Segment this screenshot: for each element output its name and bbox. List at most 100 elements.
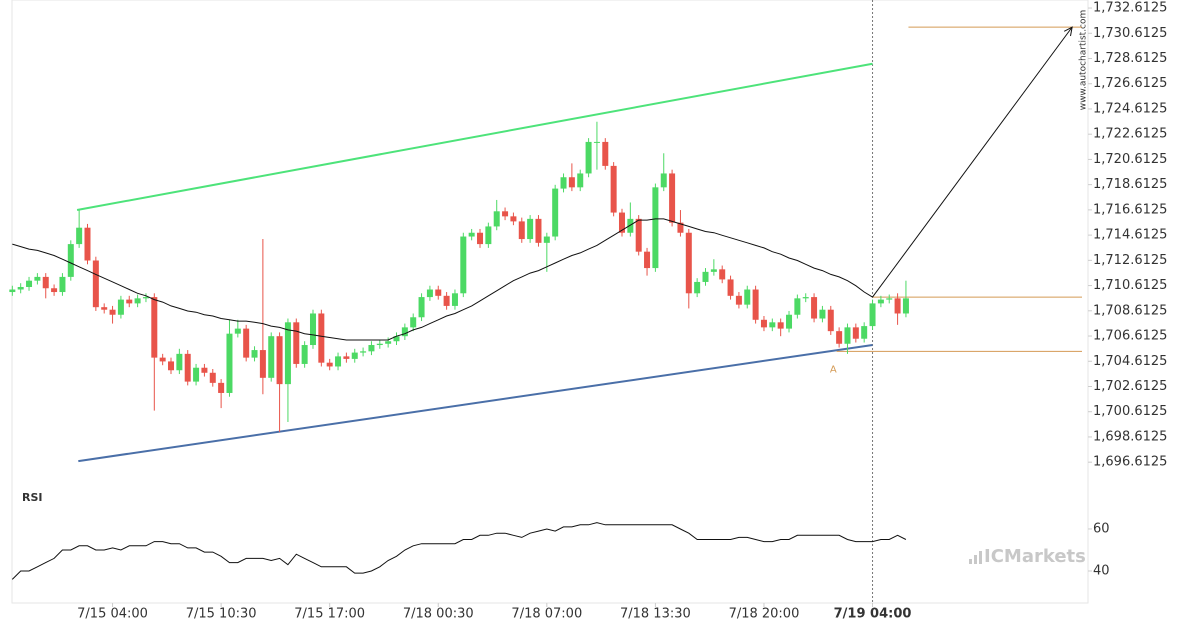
rsi-line	[11, 522, 907, 580]
candle-body	[159, 357, 166, 362]
x-tick-label: 7/18 00:30	[403, 607, 474, 622]
candle-body	[811, 297, 818, 319]
candle-body	[451, 293, 458, 306]
candle-body	[852, 327, 859, 339]
candle-body	[117, 299, 124, 315]
candle-body	[67, 244, 74, 277]
candle-body	[602, 141, 609, 166]
candle-body	[17, 286, 24, 290]
candle-body	[243, 328, 250, 358]
y-tick-label: 1,722.6125	[1093, 127, 1167, 142]
brand-icon	[969, 551, 982, 564]
candle-body	[426, 289, 433, 298]
candle-body	[877, 299, 884, 304]
candle-body	[343, 356, 350, 359]
candle-body	[410, 317, 417, 328]
candle-body	[360, 351, 367, 353]
rsi-title: RSI	[22, 491, 43, 504]
candle-body	[627, 218, 634, 233]
watermark: www.autochartist.com	[1079, 10, 1089, 111]
candle-body	[184, 353, 191, 382]
candle-body	[493, 211, 500, 227]
candle-body	[151, 297, 158, 358]
candle-body	[293, 322, 300, 364]
candle-body	[702, 271, 709, 282]
candle-body	[351, 352, 358, 359]
y-tick-label: 1,718.6125	[1093, 177, 1167, 192]
candle-body	[869, 303, 876, 327]
y-tick-label: 1,702.6125	[1093, 379, 1167, 394]
y-tick-label: 1,710.6125	[1093, 278, 1167, 293]
channel-upper	[76, 62, 873, 212]
candle-body	[593, 141, 600, 143]
candle-body	[376, 343, 383, 346]
candle-body	[760, 319, 767, 328]
y-tick-label: 1,726.6125	[1093, 76, 1167, 91]
y-tick-label: 1,708.6125	[1093, 303, 1167, 318]
candle-body	[234, 328, 241, 334]
candle-body	[34, 276, 41, 281]
candle-body	[577, 173, 584, 188]
candle-body	[902, 298, 909, 314]
candle-body	[460, 236, 467, 294]
candle-body	[618, 212, 625, 233]
candle-body	[552, 188, 559, 237]
candle-body	[660, 173, 667, 188]
candle-body	[134, 298, 141, 304]
y-tick-label: 1,720.6125	[1093, 152, 1167, 167]
candle-body	[268, 336, 275, 378]
candle-body	[92, 260, 99, 308]
candle-body	[109, 309, 116, 315]
candle-body	[393, 336, 400, 342]
candle-body	[510, 216, 517, 222]
candle-body	[126, 299, 133, 304]
x-tick-label: 7/19 04:00	[834, 607, 912, 622]
candle-body	[168, 361, 175, 371]
candle-body	[527, 218, 534, 240]
candle-body	[844, 327, 851, 344]
y-tick-label: 1,716.6125	[1093, 202, 1167, 217]
candle-body	[477, 232, 484, 245]
candle-body	[610, 165, 617, 213]
y-tick-label: 1,704.6125	[1093, 354, 1167, 369]
candle-body	[318, 313, 325, 363]
candle-body	[535, 218, 542, 243]
y-tick-label: 1,730.6125	[1093, 26, 1167, 41]
candle-body	[685, 232, 692, 294]
candle-body	[802, 297, 809, 299]
candle-body	[502, 211, 509, 217]
candle-body	[719, 269, 726, 280]
candle-body	[485, 226, 492, 245]
y-tick-label: 1,728.6125	[1093, 51, 1167, 66]
rsi-tick-label: 40	[1093, 563, 1110, 578]
candle-body	[443, 295, 450, 306]
channel-lower	[78, 344, 873, 463]
candle-body	[861, 326, 868, 339]
candle-body	[752, 289, 759, 320]
candle-body	[518, 221, 525, 240]
candle-body	[827, 309, 834, 332]
rsi-tick-label: 60	[1093, 521, 1110, 536]
candle-body	[786, 314, 793, 329]
candle-body	[259, 350, 266, 378]
candle-body	[710, 269, 717, 272]
plot-frame	[11, 0, 1089, 604]
candle-body	[769, 322, 776, 328]
y-tick-label: 1,732.6125	[1093, 1, 1167, 16]
candle-body	[301, 345, 308, 364]
y-tick-label: 1,706.6125	[1093, 329, 1167, 344]
y-tick-label: 1,712.6125	[1093, 253, 1167, 268]
candle-body	[694, 281, 701, 294]
candle-body	[101, 307, 108, 310]
candle-body	[735, 295, 742, 305]
candle-body	[777, 322, 784, 329]
point-label: A	[830, 365, 837, 376]
candle-body	[26, 280, 33, 287]
candle-body	[326, 362, 333, 367]
forecast-arrow	[872, 26, 1073, 298]
candle-body	[251, 350, 258, 358]
y-tick-label: 1,700.6125	[1093, 404, 1167, 419]
moving-average	[12, 218, 873, 341]
candle-body	[435, 289, 442, 296]
